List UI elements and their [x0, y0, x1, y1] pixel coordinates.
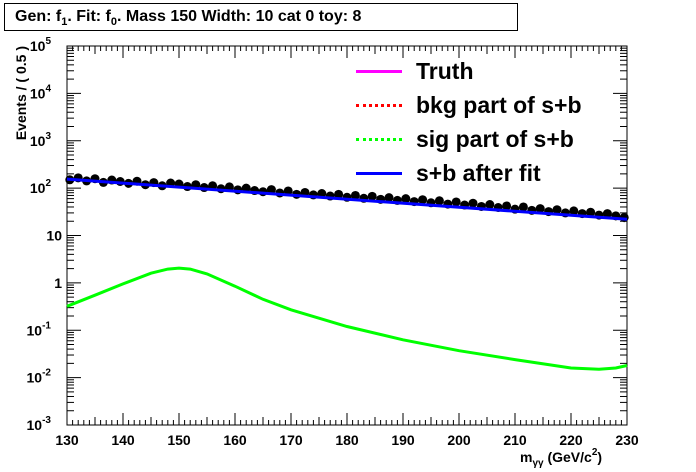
data-point	[384, 193, 394, 203]
data-point	[266, 185, 276, 195]
legend-entry-truth: Truth	[352, 56, 627, 90]
x-tick-label: 170	[279, 432, 303, 448]
series-line-fit	[66, 177, 628, 221]
x-tick-label: 180	[335, 432, 359, 448]
data-point	[283, 186, 293, 196]
legend-swatch-truth	[356, 70, 402, 73]
legend-entry-bkg: bkg part of s+b	[352, 90, 627, 124]
data-point	[485, 200, 495, 210]
plot-title: Gen: f1. Fit: f0. Mass 150 Width: 10 cat…	[4, 3, 518, 31]
y-tick-label: 10-3	[27, 415, 52, 433]
title-part-3: . Mass 150 Width: 10 cat 0 toy: 8	[117, 8, 362, 25]
data-point	[552, 205, 562, 215]
data-point	[451, 197, 461, 207]
x-tick-label: 130	[55, 432, 79, 448]
legend-entry-fit: s+b after fit	[352, 158, 627, 192]
data-point	[518, 202, 528, 212]
y-tick-label: 10-2	[27, 368, 52, 386]
series-line-sig	[66, 266, 628, 371]
data-point	[602, 209, 612, 219]
data-point	[350, 190, 360, 200]
data-point	[535, 204, 545, 214]
legend-swatch-bkg	[356, 104, 402, 107]
legend-label-fit: s+b after fit	[416, 160, 541, 186]
x-tick-label: 150	[167, 432, 191, 448]
title-part-2: . Fit: f	[67, 8, 111, 25]
x-tick-label: 140	[111, 432, 135, 448]
data-point	[502, 201, 512, 211]
legend: Truth bkg part of s+b sig part of s+b s+…	[352, 56, 627, 192]
data-point	[367, 191, 377, 201]
x-tick-label: 190	[391, 432, 415, 448]
y-tick-label: 1	[54, 275, 62, 291]
y-tick-label: 104	[30, 83, 52, 101]
y-tick-label: 10	[46, 228, 62, 244]
data-point	[434, 196, 444, 206]
title-subscript-2: 0	[110, 16, 118, 29]
y-tick-label: 105	[30, 36, 52, 54]
y-tick-label: 102	[30, 178, 52, 196]
legend-label-bkg: bkg part of s+b	[416, 92, 582, 118]
data-point	[586, 207, 596, 217]
y-axis-title: Events / ( 0.5 )	[13, 46, 29, 140]
title-subscript-1: 1	[61, 16, 68, 29]
legend-swatch-fit	[356, 172, 402, 175]
data-point	[418, 195, 428, 205]
x-axis-title: mγγ (GeV/c2)	[520, 447, 602, 469]
legend-label-truth: Truth	[416, 58, 474, 84]
y-tick-label: 103	[30, 131, 52, 149]
title-part-1: Gen: f	[15, 8, 62, 25]
data-point	[468, 198, 478, 208]
legend-entry-sig: sig part of s+b	[352, 124, 627, 158]
data-point	[334, 189, 344, 199]
legend-label-sig: sig part of s+b	[416, 126, 574, 152]
x-tick-label: 220	[559, 432, 583, 448]
y-tick-label: 10-1	[27, 320, 52, 338]
data-point	[569, 206, 579, 216]
legend-swatch-sig	[356, 138, 402, 141]
x-tick-label: 230	[615, 432, 639, 448]
x-tick-label: 210	[503, 432, 527, 448]
data-point	[401, 194, 411, 204]
x-tick-label: 200	[447, 432, 471, 448]
x-tick-label: 160	[223, 432, 247, 448]
